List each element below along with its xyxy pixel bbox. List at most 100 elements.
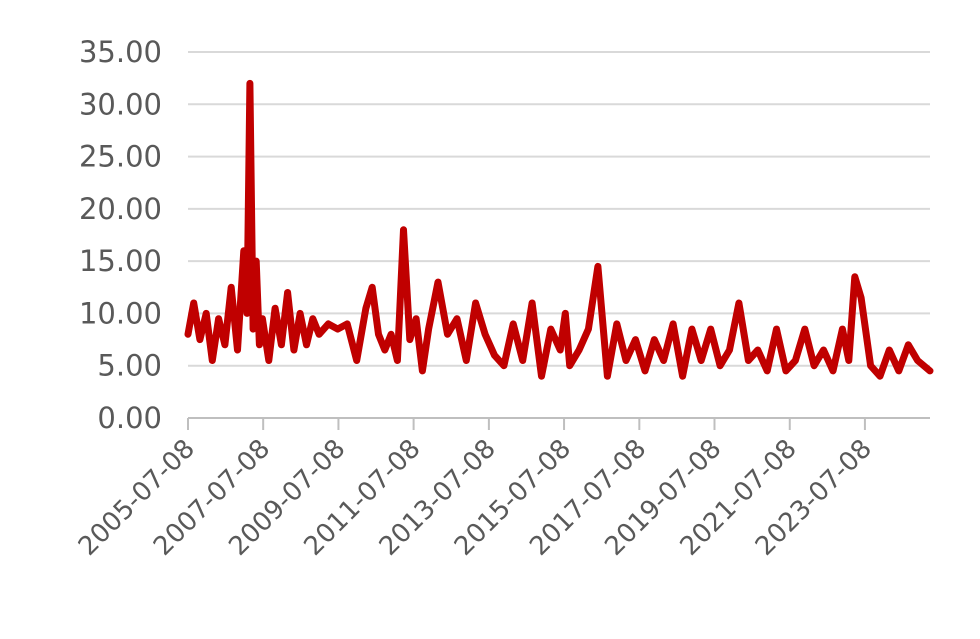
data-point — [576, 347, 582, 353]
data-point — [272, 305, 278, 311]
y-tick-label: 35.00 — [79, 35, 162, 69]
data-point — [846, 358, 852, 363]
data-point — [539, 373, 544, 379]
y-tick-label: 20.00 — [79, 192, 162, 226]
data-point — [548, 326, 554, 332]
data-point — [680, 373, 686, 379]
data-point — [278, 342, 284, 348]
y-tick-label: 25.00 — [79, 140, 162, 174]
data-point — [510, 321, 516, 327]
data-point — [604, 373, 610, 379]
data-point — [585, 326, 591, 332]
data-point — [285, 290, 291, 295]
data-point — [614, 321, 620, 327]
data-point — [755, 347, 761, 353]
data-point — [877, 373, 883, 379]
data-point — [354, 358, 360, 363]
data-point — [689, 326, 695, 332]
data-point — [335, 326, 341, 332]
data-point — [216, 316, 222, 322]
data-point — [821, 347, 826, 353]
data-point — [642, 368, 648, 374]
data-point — [792, 358, 798, 363]
data-point — [388, 331, 394, 337]
data-point — [520, 358, 526, 363]
data-point — [203, 310, 209, 316]
data-point — [413, 316, 419, 322]
data-point — [905, 342, 911, 348]
data-point — [852, 274, 858, 280]
data-point — [454, 316, 460, 322]
data-point — [623, 358, 629, 363]
data-point — [209, 358, 215, 363]
data-point — [222, 342, 228, 348]
data-point — [247, 80, 253, 86]
data-point — [426, 326, 432, 332]
data-point — [304, 342, 309, 348]
data-point — [708, 326, 714, 332]
data-point — [185, 331, 191, 337]
data-point — [651, 337, 657, 343]
y-tick-label: 10.00 — [79, 296, 162, 330]
data-point — [401, 227, 406, 233]
data-point — [830, 368, 836, 374]
data-point — [661, 358, 667, 363]
data-point — [297, 310, 303, 316]
data-point — [235, 347, 240, 353]
data-point — [811, 363, 817, 369]
y-tick-label: 5.00 — [97, 349, 162, 383]
data-point — [501, 363, 507, 369]
data-point — [445, 331, 450, 337]
data-point — [310, 316, 316, 322]
data-point — [670, 321, 676, 327]
data-point — [802, 326, 808, 332]
data-point — [595, 263, 601, 269]
data-point — [197, 337, 203, 343]
data-point — [241, 248, 247, 254]
data-point — [698, 358, 704, 363]
data-point — [717, 363, 723, 369]
data-point — [557, 347, 563, 353]
data-point — [562, 310, 568, 316]
data-point — [839, 326, 845, 332]
data-point — [463, 358, 469, 363]
data-point — [736, 300, 742, 306]
data-point — [727, 347, 732, 353]
data-point — [868, 363, 874, 369]
data-point — [774, 326, 779, 332]
data-point — [419, 368, 425, 374]
data-point — [394, 358, 400, 363]
data-point — [291, 347, 297, 353]
data-point — [745, 358, 751, 363]
data-point — [915, 358, 921, 363]
data-point — [253, 258, 259, 264]
data-point — [858, 295, 864, 301]
data-point — [382, 347, 388, 353]
data-point — [482, 331, 488, 337]
data-point — [886, 347, 892, 353]
data-point — [244, 310, 250, 316]
data-point — [266, 358, 272, 363]
data-point — [259, 316, 265, 322]
data-point — [927, 368, 933, 374]
data-point — [529, 300, 535, 306]
series-line-0 — [184, 79, 934, 380]
data-point — [363, 305, 369, 311]
data-point — [633, 337, 638, 343]
data-point — [567, 363, 573, 369]
data-point — [407, 337, 413, 343]
y-tick-label: 0.00 — [97, 401, 162, 435]
data-point — [316, 331, 322, 337]
data-point — [435, 279, 441, 285]
data-point — [376, 331, 381, 337]
data-point — [369, 284, 375, 290]
data-point — [256, 342, 262, 348]
data-point — [473, 300, 479, 306]
data-point — [191, 300, 197, 306]
data-point — [344, 321, 350, 327]
y-tick-label: 30.00 — [79, 87, 162, 121]
data-point — [783, 368, 789, 374]
data-point — [250, 326, 256, 332]
